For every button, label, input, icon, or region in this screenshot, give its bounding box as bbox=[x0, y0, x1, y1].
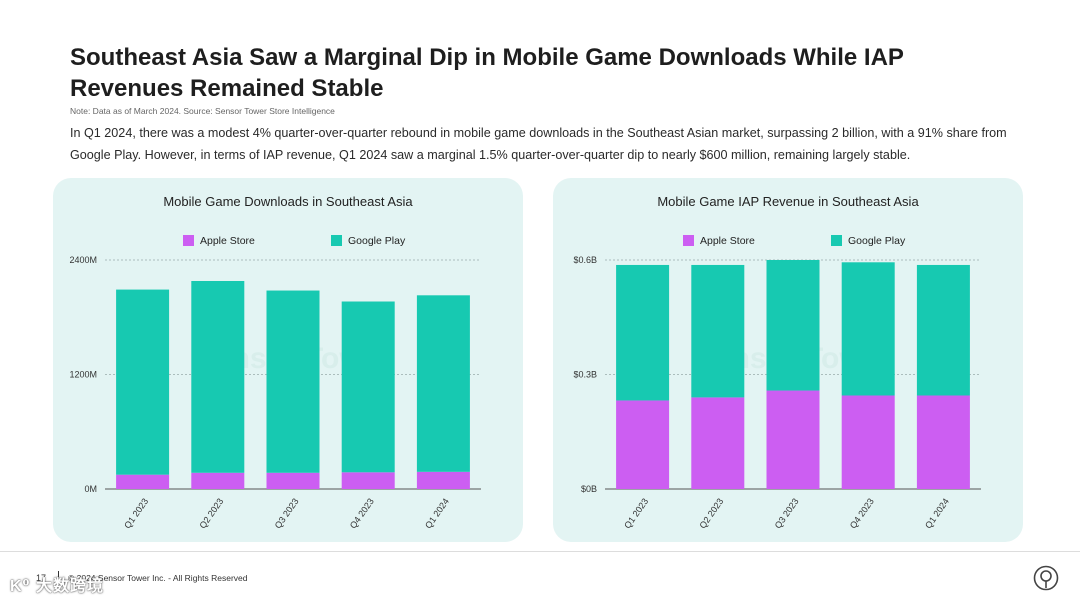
x-tick-label: Q2 2023 bbox=[197, 496, 225, 530]
bar-apple-store-q4-2023 bbox=[841, 395, 895, 489]
bar-google-play-q2-2023 bbox=[191, 280, 245, 473]
bar-apple-store-q3-2023 bbox=[266, 472, 320, 489]
revenue-chart-panel: Sensor TowerMobile Game IAP Revenue in S… bbox=[553, 178, 1023, 542]
legend-label-apple-store: Apple Store bbox=[700, 235, 755, 247]
bar-google-play-q1-2023 bbox=[116, 289, 170, 475]
legend-swatch-google-play bbox=[831, 235, 842, 246]
bar-apple-store-q4-2023 bbox=[341, 472, 395, 489]
x-tick-label: Q1 2024 bbox=[423, 496, 451, 530]
x-tick-label: Q4 2023 bbox=[848, 496, 876, 530]
bar-google-play-q1-2024 bbox=[916, 264, 970, 396]
bar-apple-store-q1-2024 bbox=[916, 395, 970, 489]
legend-label-apple-store: Apple Store bbox=[200, 235, 255, 247]
y-tick-label: $0.3B bbox=[573, 370, 597, 380]
y-tick-label: 0M bbox=[84, 484, 97, 494]
page-title: Southeast Asia Saw a Marginal Dip in Mob… bbox=[70, 44, 904, 102]
bar-apple-store-q1-2023 bbox=[616, 400, 670, 489]
legend-label-google-play: Google Play bbox=[348, 235, 406, 247]
y-tick-label: $0.6B bbox=[573, 255, 597, 265]
y-tick-label: 2400M bbox=[69, 255, 97, 265]
sensor-tower-logo-icon bbox=[1033, 565, 1059, 591]
y-tick-label: $0B bbox=[581, 484, 597, 494]
x-tick-label: Q1 2023 bbox=[622, 496, 650, 530]
bar-google-play-q1-2023 bbox=[616, 264, 670, 401]
chart-title: Mobile Game IAP Revenue in Southeast Asi… bbox=[657, 194, 919, 209]
bar-apple-store-q2-2023 bbox=[191, 472, 245, 489]
legend-swatch-google-play bbox=[331, 235, 342, 246]
legend-swatch-apple-store bbox=[683, 235, 694, 246]
page-number: 17 bbox=[36, 573, 47, 583]
footer-divider bbox=[0, 551, 1080, 552]
bar-google-play-q4-2023 bbox=[341, 301, 395, 473]
downloads-chart: Sensor TowerMobile Game Downloads in Sou… bbox=[69, 194, 481, 530]
overlay-watermark-text: K⁰ 大数跨境 bbox=[10, 578, 105, 595]
lead-paragraph: In Q1 2024, there was a modest 4% quarte… bbox=[70, 126, 1007, 162]
footer-separator bbox=[58, 571, 59, 583]
bar-apple-store-q1-2024 bbox=[416, 471, 470, 489]
x-tick-label: Q1 2024 bbox=[923, 496, 951, 530]
legend-label-google-play: Google Play bbox=[848, 235, 906, 247]
downloads-chart-panel: Sensor TowerMobile Game Downloads in Sou… bbox=[53, 178, 523, 542]
bar-apple-store-q2-2023 bbox=[691, 397, 745, 489]
y-tick-label: 1200M bbox=[69, 370, 97, 380]
chart-title: Mobile Game Downloads in Southeast Asia bbox=[163, 194, 413, 209]
bar-google-play-q2-2023 bbox=[691, 264, 745, 398]
revenue-chart: Sensor TowerMobile Game IAP Revenue in S… bbox=[573, 194, 981, 530]
legend-swatch-apple-store bbox=[183, 235, 194, 246]
x-tick-label: Q3 2023 bbox=[273, 496, 301, 530]
bar-apple-store-q3-2023 bbox=[766, 390, 820, 489]
x-tick-label: Q1 2023 bbox=[122, 496, 150, 530]
source-note: Note: Data as of March 2024. Source: Sen… bbox=[70, 106, 335, 116]
x-tick-label: Q2 2023 bbox=[697, 496, 725, 530]
bar-google-play-q3-2023 bbox=[266, 290, 320, 473]
bar-apple-store-q1-2023 bbox=[116, 474, 170, 489]
bar-google-play-q4-2023 bbox=[841, 262, 895, 396]
bar-google-play-q3-2023 bbox=[766, 260, 820, 391]
copyright-text: © 2024 Sensor Tower Inc. - All Rights Re… bbox=[68, 573, 248, 583]
x-tick-label: Q3 2023 bbox=[773, 496, 801, 530]
bar-google-play-q1-2024 bbox=[416, 295, 470, 472]
x-tick-label: Q4 2023 bbox=[348, 496, 376, 530]
